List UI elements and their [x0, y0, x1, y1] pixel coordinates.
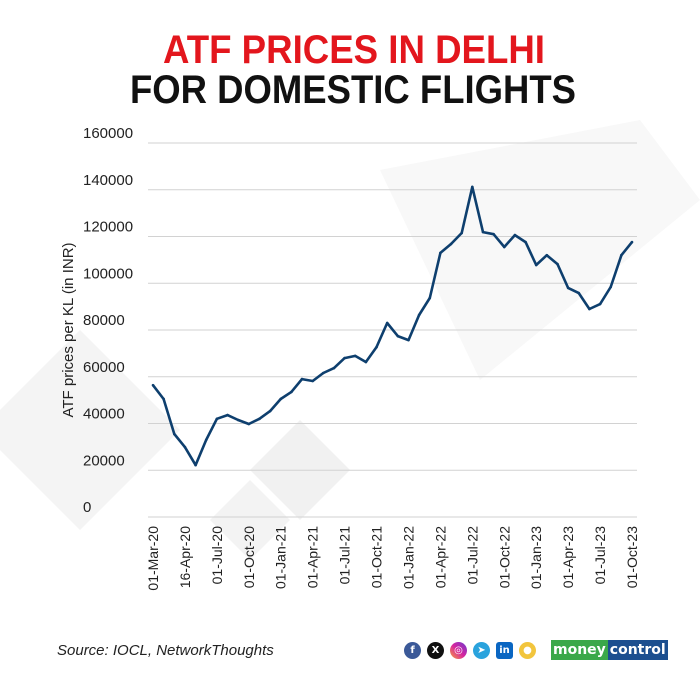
- data-point: [194, 463, 197, 467]
- koo-icon[interactable]: ●: [519, 642, 536, 659]
- data-point: [534, 263, 538, 267]
- x-tick-label: 01-Jul-21: [337, 526, 353, 585]
- y-tick-label: 160000: [83, 125, 133, 142]
- data-point: [353, 354, 357, 358]
- y-tick-label: 80000: [83, 312, 125, 329]
- data-point: [428, 296, 432, 300]
- brand-part2: control: [607, 640, 668, 660]
- data-point: [620, 253, 623, 257]
- data-point: [151, 383, 155, 387]
- data-point: [343, 356, 346, 360]
- series-line: [151, 185, 634, 467]
- data-point: [172, 432, 176, 436]
- x-tick-label: 01-Oct-22: [496, 526, 512, 588]
- social-icons: f X ◎ ➤ in ●: [404, 642, 536, 659]
- data-point: [566, 286, 570, 290]
- x-tick-label: 01-Oct-23: [624, 526, 640, 588]
- data-point: [492, 232, 495, 236]
- data-point: [630, 240, 634, 244]
- source-note: Source: IOCL, NetworkThoughts: [57, 642, 274, 659]
- data-point: [577, 291, 581, 295]
- data-point: [268, 409, 272, 413]
- y-tick-label: 0: [83, 499, 91, 516]
- data-point: [439, 251, 442, 255]
- x-tick-label: 01-Jul-20: [209, 526, 225, 585]
- data-point: [364, 360, 368, 364]
- x-tick-label: 01-Apr-21: [305, 526, 321, 588]
- data-point: [247, 422, 251, 426]
- data-point: [407, 338, 410, 342]
- data-point: [449, 242, 453, 246]
- y-tick-label: 100000: [83, 265, 133, 282]
- telegram-icon[interactable]: ➤: [473, 642, 490, 659]
- data-point: [204, 438, 208, 442]
- x-tick-label: 01-Oct-20: [241, 526, 257, 588]
- y-tick-label: 140000: [83, 172, 133, 189]
- data-point: [385, 321, 389, 325]
- data-point: [236, 418, 240, 422]
- data-point: [258, 417, 261, 421]
- data-point: [556, 262, 559, 266]
- x-tick-label: 01-Jan-22: [400, 526, 416, 589]
- x-tick-label: 01-Jan-21: [273, 526, 289, 589]
- data-point: [524, 240, 527, 244]
- data-point: [332, 366, 336, 370]
- data-point: [609, 285, 613, 289]
- facebook-icon[interactable]: f: [404, 642, 421, 659]
- x-tick-label: 01-Mar-20: [145, 526, 161, 591]
- brand-part1: money: [551, 640, 608, 660]
- data-point: [502, 245, 506, 249]
- y-tick-label: 120000: [83, 219, 133, 236]
- data-point: [588, 307, 591, 311]
- y-tick-label: 40000: [83, 406, 125, 423]
- moneycontrol-logo: money control: [551, 640, 668, 660]
- data-point: [598, 302, 602, 306]
- linkedin-icon[interactable]: in: [496, 642, 513, 659]
- data-point: [460, 231, 463, 235]
- data-point: [396, 334, 400, 338]
- x-tick-label: 01-Jan-23: [528, 526, 544, 589]
- x-tick-label: 16-Apr-20: [177, 526, 193, 588]
- data-point: [375, 345, 378, 349]
- data-point: [279, 397, 283, 401]
- data-point: [300, 377, 304, 381]
- data-point: [481, 230, 485, 234]
- data-point: [290, 390, 293, 394]
- data-point: [162, 397, 165, 401]
- x-icon[interactable]: X: [427, 642, 444, 659]
- data-point: [417, 313, 421, 317]
- data-point: [471, 185, 474, 189]
- x-tick-label: 01-Apr-22: [432, 526, 448, 588]
- x-tick-label: 01-Apr-23: [560, 526, 576, 588]
- y-axis-label: ATF prices per KL (in INR): [60, 242, 77, 417]
- data-point: [545, 253, 549, 257]
- data-point: [215, 417, 219, 421]
- instagram-icon[interactable]: ◎: [450, 642, 467, 659]
- data-point: [183, 445, 187, 449]
- x-tick-label: 01-Oct-21: [369, 526, 385, 588]
- data-point: [513, 233, 517, 237]
- data-point: [322, 371, 325, 375]
- x-tick-label: 01-Jul-23: [592, 526, 608, 585]
- y-tick-label: 60000: [83, 359, 125, 376]
- data-point: [311, 379, 314, 383]
- chart-title-line1: ATF PRICES IN DELHI: [163, 28, 545, 72]
- chart-title-line2: FOR DOMESTIC FLIGHTS: [130, 68, 576, 112]
- x-tick-label: 01-Jul-22: [464, 526, 480, 585]
- y-tick-label: 20000: [83, 452, 125, 469]
- data-point: [226, 413, 229, 417]
